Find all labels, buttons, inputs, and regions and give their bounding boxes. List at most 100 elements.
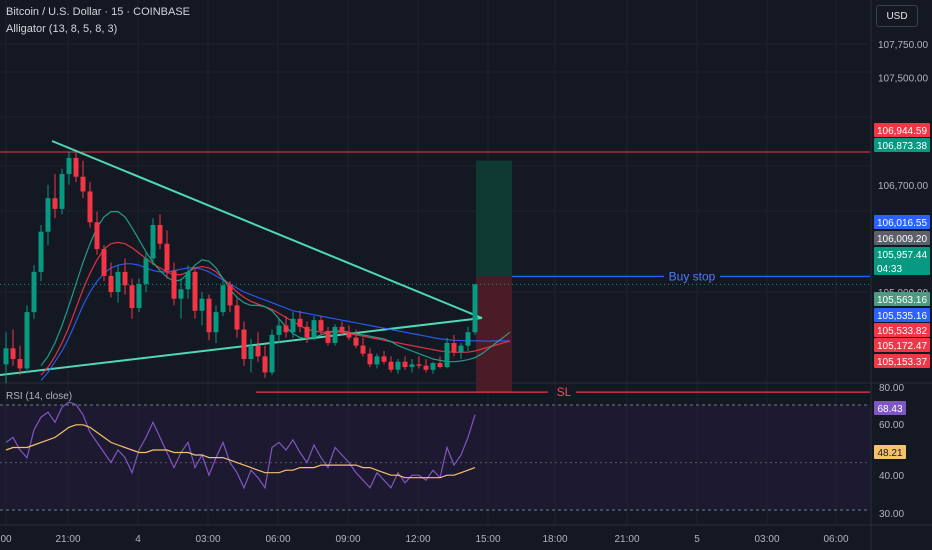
candle	[143, 251, 149, 292]
candle-body	[346, 332, 352, 338]
candle	[73, 152, 79, 183]
candle-body	[171, 270, 177, 299]
candle	[38, 224, 44, 282]
candle-body	[164, 243, 170, 271]
candle-body	[367, 353, 373, 365]
time-tick-label: 4	[135, 534, 141, 545]
price-label: 106,016.55	[877, 218, 927, 229]
candle	[59, 168, 65, 215]
time-tick-label: 03:00	[195, 534, 220, 545]
candle-body	[234, 305, 240, 330]
price-label-box	[874, 138, 930, 152]
currency-button[interactable]: USD	[876, 5, 918, 27]
candle	[248, 338, 254, 373]
candle-body	[45, 198, 51, 232]
chart-title: Bitcoin / U.S. Dollar · 15 · COINBASE	[6, 6, 190, 18]
candle-body	[80, 176, 86, 192]
candle	[360, 337, 366, 357]
candle	[178, 278, 184, 319]
candle	[472, 283, 478, 335]
rsi-band-fill	[0, 405, 870, 510]
candle-body	[283, 325, 289, 333]
candle-body	[136, 283, 142, 309]
candle-body	[360, 345, 366, 354]
candle-body	[458, 345, 464, 353]
candle	[24, 305, 30, 373]
price-tick-label: 107,750.00	[878, 40, 928, 51]
candle	[213, 305, 219, 343]
candle	[185, 265, 191, 299]
candle	[311, 316, 317, 341]
price-label-box	[874, 231, 930, 245]
candle-body	[374, 356, 380, 365]
candle-body	[353, 337, 359, 346]
rsi-tick-label: 40.00	[879, 471, 904, 482]
time-tick-label: 21:00	[55, 534, 80, 545]
candle-body	[213, 312, 219, 333]
candle-body	[178, 289, 184, 299]
candle-body	[423, 365, 429, 370]
candle	[206, 294, 212, 341]
price-tick-label: 107,500.00	[878, 74, 928, 85]
candle-body	[395, 361, 401, 370]
candle	[94, 211, 100, 255]
candle	[283, 316, 289, 338]
candle-body	[276, 325, 282, 335]
price-label-box	[874, 247, 930, 275]
candle-body	[248, 345, 254, 360]
candle-body	[388, 361, 394, 370]
candle	[31, 265, 37, 319]
rsi-value-box	[874, 445, 906, 459]
alligator-jaw-line	[40, 263, 510, 381]
time-tick-label: 15:00	[475, 534, 500, 545]
price-tick-label: 106,700.00	[878, 181, 928, 192]
candle	[66, 152, 72, 185]
price-label-box	[874, 323, 930, 337]
candle	[108, 262, 114, 298]
candle	[171, 262, 177, 306]
candle	[220, 278, 226, 317]
rsi-value-box	[874, 401, 906, 415]
candle	[3, 332, 9, 384]
alligator-lips-line	[40, 211, 511, 367]
candle	[339, 321, 345, 335]
rsi-value-label: 48.21	[877, 448, 902, 459]
candle-body	[185, 271, 191, 290]
candle	[304, 321, 310, 343]
candle-body	[262, 356, 268, 373]
candle-body	[129, 285, 135, 309]
candle	[129, 278, 135, 319]
candle	[353, 329, 359, 349]
price-label: 105,533.82	[877, 326, 927, 337]
candle-body	[220, 285, 226, 313]
candle-body	[290, 318, 296, 333]
candle-body	[157, 224, 163, 244]
candle-body	[115, 271, 121, 292]
candle-body	[87, 191, 93, 223]
candle	[101, 245, 107, 282]
price-label: 105,535.16	[877, 311, 927, 322]
candle-body	[143, 258, 149, 284]
candle	[255, 332, 261, 362]
candle-body	[94, 222, 100, 250]
time-tick-label: 06:00	[823, 534, 848, 545]
price-label-box	[874, 354, 930, 368]
countdown-label: 04:33	[877, 264, 902, 275]
candle-body	[409, 364, 415, 368]
candle	[192, 267, 198, 319]
candle	[402, 356, 408, 370]
candle-body	[199, 298, 205, 311]
rsi-tick-label: 30.00	[879, 509, 904, 520]
candle	[423, 359, 429, 373]
candle	[297, 310, 303, 333]
candle	[80, 160, 86, 199]
price-label: 105,563.16	[877, 295, 927, 306]
price-label-box	[874, 338, 930, 352]
candle	[87, 182, 93, 228]
candle-body	[73, 157, 79, 177]
candle	[136, 278, 142, 313]
candle	[122, 258, 128, 295]
candle	[241, 321, 247, 366]
candle-body	[381, 356, 387, 362]
